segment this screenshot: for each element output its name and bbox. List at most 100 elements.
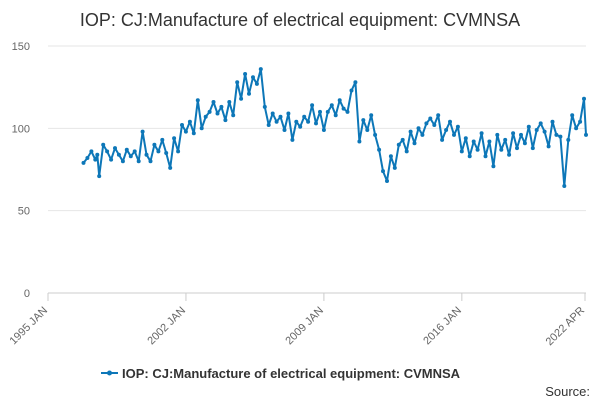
- data-point[interactable]: [463, 136, 468, 141]
- data-point[interactable]: [251, 75, 255, 80]
- data-point[interactable]: [357, 139, 362, 144]
- data-point[interactable]: [530, 146, 535, 151]
- data-point[interactable]: [522, 141, 527, 146]
- data-point[interactable]: [187, 119, 192, 124]
- data-point[interactable]: [570, 113, 575, 118]
- data-point[interactable]: [89, 149, 94, 154]
- data-point[interactable]: [140, 129, 145, 134]
- data-point[interactable]: [377, 147, 382, 152]
- data-point[interactable]: [306, 119, 311, 124]
- data-point[interactable]: [499, 147, 504, 152]
- data-point[interactable]: [164, 151, 169, 155]
- data-point[interactable]: [231, 113, 236, 118]
- data-point[interactable]: [584, 132, 588, 137]
- data-point[interactable]: [85, 156, 90, 160]
- data-point[interactable]: [113, 146, 117, 151]
- data-point[interactable]: [333, 113, 338, 118]
- data-point[interactable]: [538, 121, 543, 126]
- data-point[interactable]: [321, 128, 326, 132]
- data-point[interactable]: [400, 137, 405, 142]
- data-point[interactable]: [550, 119, 555, 124]
- data-point[interactable]: [270, 111, 275, 116]
- data-point[interactable]: [302, 114, 307, 119]
- data-point[interactable]: [120, 159, 125, 164]
- data-point[interactable]: [507, 152, 512, 157]
- data-point[interactable]: [160, 137, 165, 142]
- data-point[interactable]: [298, 124, 303, 129]
- data-point[interactable]: [558, 134, 563, 139]
- data-point[interactable]: [566, 137, 571, 142]
- data-point[interactable]: [152, 142, 157, 147]
- data-point[interactable]: [491, 164, 496, 169]
- data-point[interactable]: [361, 118, 366, 123]
- data-point[interactable]: [365, 128, 370, 132]
- data-point[interactable]: [243, 72, 248, 76]
- data-point[interactable]: [325, 109, 330, 114]
- data-point[interactable]: [109, 157, 114, 162]
- data-point[interactable]: [290, 137, 295, 142]
- data-point[interactable]: [132, 149, 137, 154]
- data-point[interactable]: [97, 174, 102, 179]
- data-point[interactable]: [369, 113, 374, 118]
- data-point[interactable]: [286, 111, 291, 116]
- data-point[interactable]: [156, 149, 161, 154]
- data-point[interactable]: [180, 123, 184, 127]
- data-point[interactable]: [381, 169, 385, 174]
- data-point[interactable]: [554, 132, 559, 137]
- data-point[interactable]: [81, 160, 86, 165]
- data-point[interactable]: [266, 123, 271, 127]
- data-point[interactable]: [448, 119, 452, 124]
- data-point[interactable]: [574, 126, 579, 131]
- data-point[interactable]: [475, 147, 480, 152]
- data-point[interactable]: [128, 154, 133, 159]
- data-point[interactable]: [341, 106, 346, 111]
- data-point[interactable]: [582, 96, 586, 101]
- data-point[interactable]: [219, 104, 224, 109]
- data-point[interactable]: [436, 113, 441, 118]
- data-point[interactable]: [211, 100, 216, 104]
- data-point[interactable]: [495, 132, 500, 137]
- data-point[interactable]: [459, 149, 464, 154]
- data-point[interactable]: [191, 131, 196, 136]
- data-point[interactable]: [215, 111, 220, 116]
- data-point[interactable]: [534, 128, 539, 132]
- data-point[interactable]: [101, 142, 106, 147]
- data-point[interactable]: [546, 144, 551, 149]
- data-point[interactable]: [337, 98, 342, 103]
- data-point[interactable]: [511, 131, 516, 136]
- data-point[interactable]: [199, 126, 204, 131]
- data-point[interactable]: [278, 114, 283, 119]
- data-point[interactable]: [392, 165, 397, 170]
- data-point[interactable]: [239, 96, 244, 101]
- data-point[interactable]: [515, 146, 519, 151]
- data-point[interactable]: [207, 109, 212, 114]
- data-point[interactable]: [93, 157, 98, 162]
- data-point[interactable]: [578, 119, 583, 124]
- data-point[interactable]: [203, 114, 208, 119]
- data-point[interactable]: [349, 88, 354, 93]
- data-point[interactable]: [314, 121, 318, 126]
- data-point[interactable]: [519, 132, 523, 137]
- data-point[interactable]: [432, 123, 437, 127]
- data-point[interactable]: [455, 124, 460, 129]
- data-point[interactable]: [420, 132, 425, 137]
- data-point[interactable]: [195, 98, 200, 103]
- data-point[interactable]: [385, 179, 389, 183]
- data-point[interactable]: [176, 149, 181, 154]
- data-point[interactable]: [479, 131, 484, 136]
- data-point[interactable]: [542, 129, 547, 134]
- data-point[interactable]: [487, 139, 492, 144]
- data-point[interactable]: [404, 149, 409, 154]
- data-point[interactable]: [247, 91, 251, 96]
- data-point[interactable]: [452, 132, 456, 137]
- data-point[interactable]: [124, 147, 129, 152]
- data-point[interactable]: [416, 126, 421, 131]
- data-point[interactable]: [345, 109, 350, 114]
- data-point[interactable]: [105, 149, 110, 154]
- data-point[interactable]: [412, 141, 417, 146]
- data-point[interactable]: [388, 154, 393, 159]
- data-point[interactable]: [396, 142, 401, 147]
- data-point[interactable]: [440, 137, 445, 142]
- data-point[interactable]: [262, 104, 267, 109]
- data-point[interactable]: [254, 81, 259, 86]
